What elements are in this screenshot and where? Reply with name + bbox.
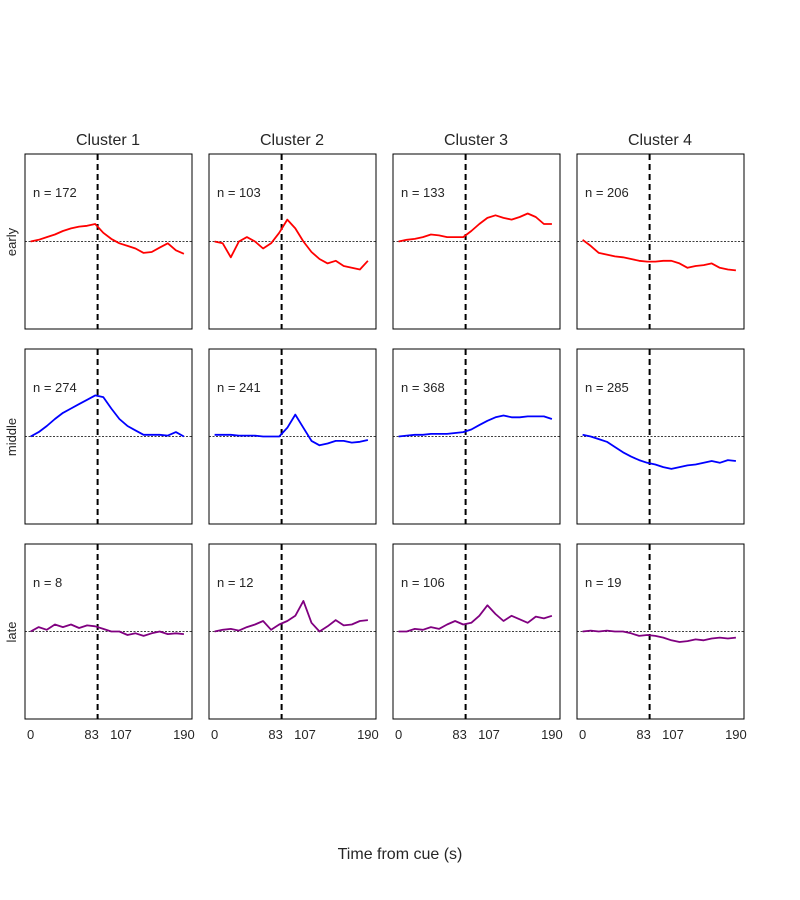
- panel-late-cluster-2: n = 12: [208, 543, 377, 720]
- n-label: n = 206: [585, 185, 629, 200]
- x-tick-label: 83: [268, 727, 282, 742]
- series-line: [214, 413, 369, 447]
- n-label: n = 106: [401, 575, 445, 590]
- x-tick-label: 0: [211, 727, 218, 742]
- n-label: n = 285: [585, 380, 629, 395]
- x-tick-label: 190: [541, 727, 563, 742]
- x-tick-label: 83: [84, 727, 98, 742]
- series-line: [398, 414, 553, 438]
- x-tick-label: 83: [452, 727, 466, 742]
- column-title-cluster-2: Cluster 2: [260, 132, 324, 149]
- panel-early-cluster-4: n = 206: [576, 153, 745, 330]
- series-line: [214, 218, 369, 271]
- column-title-cluster-4: Cluster 4: [628, 132, 692, 149]
- panel-middle-cluster-2: n = 241: [208, 348, 377, 525]
- n-label: n = 12: [217, 575, 254, 590]
- x-tick-label: 190: [725, 727, 747, 742]
- n-label: n = 133: [401, 185, 445, 200]
- n-label: n = 274: [33, 380, 77, 395]
- n-label: n = 103: [217, 185, 261, 200]
- x-tick-label: 190: [357, 727, 379, 742]
- series-line: [582, 433, 737, 470]
- panel-early-cluster-2: n = 103: [208, 153, 377, 330]
- panel-late-cluster-4: n = 19: [576, 543, 745, 720]
- series-line: [398, 604, 553, 633]
- panel-middle-cluster-4: n = 285: [576, 348, 745, 525]
- x-tick-label: 107: [662, 727, 684, 742]
- n-label: n = 8: [33, 575, 62, 590]
- series-line: [30, 623, 184, 637]
- x-tick-label: 0: [579, 727, 586, 742]
- series-line: [582, 239, 737, 272]
- panels-grid: n = 172 n = 103 n = 133 n = 206 n = 274 n = 2…: [24, 153, 747, 742]
- n-label: n = 368: [401, 380, 445, 395]
- series-line: [582, 629, 737, 643]
- series-line: [30, 394, 185, 438]
- panel-middle-cluster-3: n = 368: [392, 348, 561, 525]
- n-label: n = 19: [585, 575, 622, 590]
- row-label-late: late: [4, 622, 19, 643]
- panel-early-cluster-3: n = 133: [392, 153, 561, 330]
- n-label: n = 172: [33, 185, 77, 200]
- column-title-cluster-3: Cluster 3: [444, 132, 508, 149]
- x-tick-label: 83: [636, 727, 650, 742]
- column-title-cluster-1: Cluster 1: [76, 132, 140, 149]
- x-tick-label: 0: [27, 727, 34, 742]
- x-axis-label: Time from cue (s): [338, 846, 463, 863]
- x-tick-label: 0: [395, 727, 402, 742]
- series-line: [30, 223, 185, 255]
- panel-late-cluster-1: n = 8: [24, 543, 193, 720]
- panel-early-cluster-1: n = 172: [24, 153, 193, 330]
- series-line: [214, 600, 369, 633]
- x-tick-label: 107: [478, 727, 500, 742]
- row-label-early: early: [4, 227, 19, 256]
- n-label: n = 241: [217, 380, 261, 395]
- x-tick-label: 190: [173, 727, 195, 742]
- row-label-middle: middle: [4, 418, 19, 456]
- panel-middle-cluster-1: n = 274: [24, 348, 193, 525]
- series-line: [398, 212, 552, 243]
- panel-late-cluster-3: n = 106: [392, 543, 561, 720]
- x-tick-label: 107: [294, 727, 316, 742]
- x-tick-label: 107: [110, 727, 132, 742]
